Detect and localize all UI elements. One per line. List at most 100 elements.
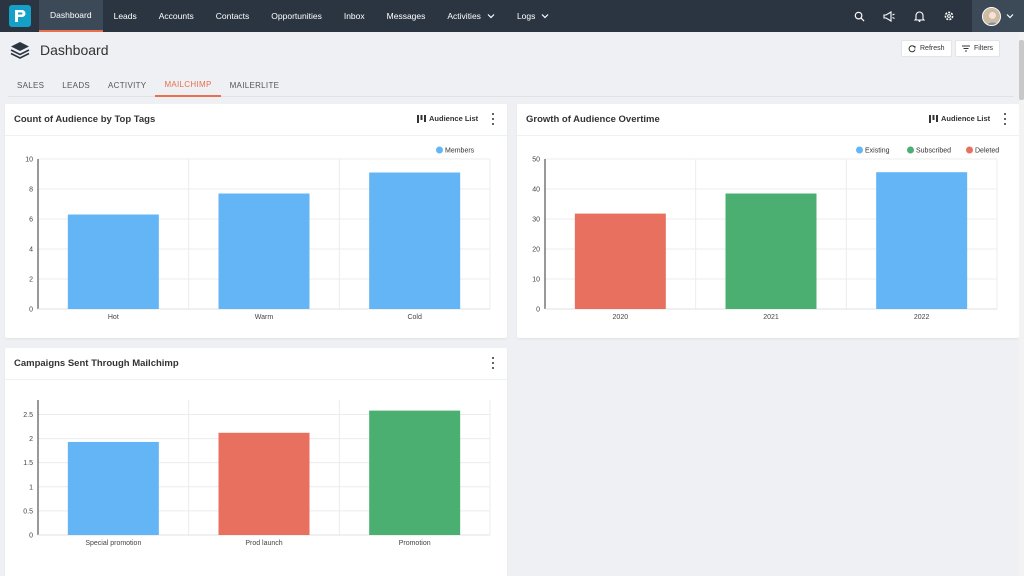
y-tick-label: 8: [29, 187, 33, 194]
card-audience-tags: Count of Audience by Top Tags Audience L…: [5, 104, 507, 338]
tab-leads[interactable]: LEADS: [62, 80, 91, 90]
page-header: Dashboard: [0, 32, 1024, 68]
filter-icon: [962, 45, 970, 52]
card-audience-growth: Growth of Audience Overtime Audience Lis…: [517, 104, 1019, 338]
x-tick-label: 2021: [763, 314, 779, 321]
bar: [218, 432, 310, 535]
nav-item-messages[interactable]: Messages: [376, 0, 437, 32]
tab-mailerlite[interactable]: MAILERLITE: [229, 80, 280, 90]
nav-item-label: Contacts: [215, 11, 250, 21]
filters-label: Filters: [974, 45, 994, 52]
x-tick-label: Promotion: [399, 540, 431, 547]
bar-chart-icon: [417, 114, 426, 123]
audience-list-link[interactable]: Audience List: [929, 114, 990, 123]
nav-item-label: Logs: [516, 11, 536, 21]
tab-sales[interactable]: SALES: [17, 80, 45, 90]
legend-label: Members: [445, 148, 475, 155]
chevron-down-icon: [541, 14, 549, 19]
refresh-button[interactable]: Refresh: [901, 40, 952, 57]
page-title: Dashboard: [40, 42, 109, 58]
chart-campaigns: 0 0.5 1 1.5 2 2.5 Special promotion Prod launch…: [23, 400, 491, 547]
x-tick-label: Hot: [108, 314, 119, 321]
nav-item-label: Opportunities: [271, 11, 322, 21]
legend-marker: [907, 146, 914, 154]
bell-icon[interactable]: [911, 8, 927, 24]
tab-mailchimp[interactable]: MAILCHIMP: [155, 73, 221, 97]
y-tick-label: 2: [29, 277, 33, 284]
nav-item-logs[interactable]: Logs: [506, 0, 560, 32]
y-tick-label: 0: [29, 307, 33, 314]
x-tick-label: 2020: [613, 314, 629, 321]
legend-label: Existing: [865, 148, 890, 155]
bar: [725, 193, 817, 309]
refresh-label: Refresh: [920, 45, 945, 52]
megaphone-icon[interactable]: [881, 8, 897, 24]
nav-item-activities[interactable]: Activities: [436, 0, 506, 32]
more-menu-icon[interactable]: [1002, 113, 1008, 125]
audience-list-link[interactable]: Audience List: [417, 114, 478, 123]
avatar: [982, 6, 1001, 26]
card-campaigns: Campaigns Sent Through Mailchimp 0 0.5 1 1.…: [5, 348, 507, 576]
bar: [67, 441, 159, 535]
legend-label: Subscribed: [916, 148, 951, 155]
card-divider: [5, 379, 507, 380]
bar: [369, 410, 461, 535]
audience-list-label: Audience List: [941, 114, 991, 123]
y-tick-label: 4: [29, 247, 33, 254]
nav-item-leads[interactable]: Leads: [103, 0, 148, 32]
top-navbar: Dashboard Leads Accounts Contacts Opportunit…: [0, 0, 1024, 32]
y-tick-label: 1: [29, 484, 33, 491]
y-tick-label: 10: [25, 157, 33, 164]
nav-item-dashboard[interactable]: Dashboard: [39, 0, 103, 32]
bar: [67, 214, 159, 309]
x-tick-label: Prod launch: [245, 540, 282, 547]
layers-icon: [10, 42, 30, 59]
x-tick-label: Warm: [255, 314, 274, 321]
nav-item-inbox[interactable]: Inbox: [333, 0, 376, 32]
app-logo[interactable]: [9, 5, 31, 27]
y-tick-label: 2.5: [23, 412, 33, 419]
bar: [218, 193, 310, 309]
y-tick-label: 0: [29, 533, 33, 540]
bar: [369, 172, 461, 309]
nav-item-accounts[interactable]: Accounts: [148, 0, 205, 32]
chevron-down-icon: [487, 14, 495, 19]
legend-marker: [856, 146, 863, 154]
y-tick-label: 50: [532, 157, 540, 164]
user-menu[interactable]: [972, 0, 1024, 32]
x-tick-label: 2022: [914, 314, 930, 321]
x-tick-label: Special promotion: [85, 540, 141, 547]
nav-right: [844, 0, 1024, 32]
bar: [876, 172, 968, 309]
y-tick-label: 10: [532, 277, 540, 284]
y-tick-label: 2: [29, 436, 33, 443]
x-tick-label: Cold: [407, 314, 422, 321]
gear-icon[interactable]: [941, 8, 957, 24]
nav-item-opportunities[interactable]: Opportunities: [260, 0, 333, 32]
y-tick-label: 0: [536, 307, 540, 314]
nav-item-label: Messages: [386, 11, 426, 21]
scrollbar-thumb[interactable]: [1019, 40, 1024, 100]
more-menu-icon[interactable]: [490, 357, 496, 369]
y-tick-label: 30: [532, 217, 540, 224]
logo-icon: [15, 10, 26, 22]
nav-item-contacts[interactable]: Contacts: [205, 0, 261, 32]
card-divider: [517, 135, 1019, 136]
tab-activity[interactable]: ACTIVITY: [108, 80, 147, 90]
nav-item-label: Dashboard: [50, 10, 92, 20]
nav-item-label: Accounts: [158, 11, 194, 21]
search-icon[interactable]: [851, 8, 867, 24]
card-title: Count of Audience by Top Tags: [14, 114, 156, 125]
card-title: Growth of Audience Overtime: [526, 114, 660, 125]
y-tick-label: 6: [29, 217, 33, 224]
nav-item-label: Leads: [113, 11, 137, 21]
y-tick-label: 20: [532, 247, 540, 254]
more-menu-icon[interactable]: [490, 113, 496, 125]
chart-audience-tags: 0 2 4 6 8 10 Hot Warm Cold Members: [25, 146, 491, 321]
main-nav: Dashboard Leads Accounts Contacts Opportunit…: [39, 0, 560, 32]
filters-button[interactable]: Filters: [955, 40, 1001, 57]
page-scrollbar[interactable]: [1019, 32, 1024, 576]
chart-audience-growth: 0 10 20 30 40 50 2020 2021 2022 Existing Subscribe…: [532, 146, 999, 321]
nav-item-label: Activities: [447, 11, 481, 21]
y-tick-label: 0.5: [23, 508, 33, 515]
